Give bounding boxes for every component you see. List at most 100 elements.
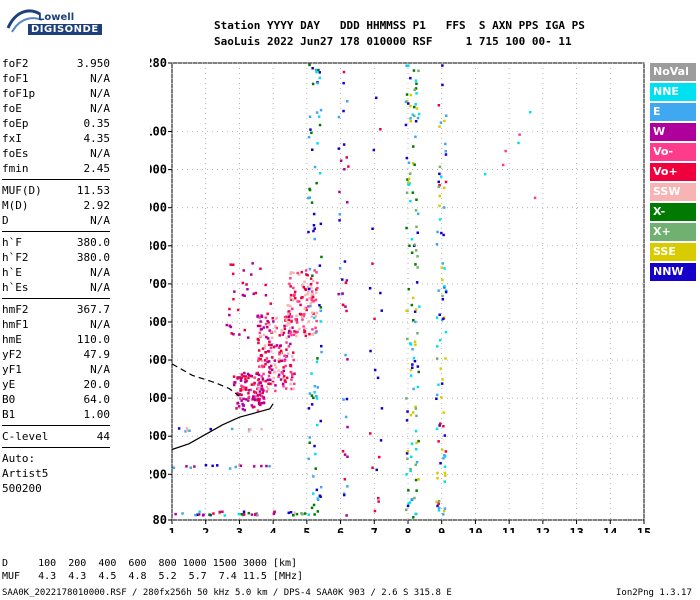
- echo-point: [253, 395, 257, 398]
- param-value: 20.0: [83, 378, 111, 391]
- echo-point: [306, 292, 309, 296]
- echo-point: [264, 362, 267, 366]
- echo-point: [296, 300, 299, 303]
- echo-point: [296, 271, 299, 275]
- echo-point: [249, 388, 252, 392]
- echo-point: [414, 463, 417, 467]
- echo-point: [221, 510, 224, 513]
- echo-point: [310, 372, 313, 375]
- echo-point: [277, 360, 281, 363]
- echo-point: [277, 373, 281, 377]
- echo-point: [193, 465, 196, 468]
- echo-point: [290, 315, 294, 318]
- echo-point: [316, 81, 320, 85]
- echo-point: [315, 181, 318, 185]
- legend-item-nnw: NNW: [650, 263, 696, 281]
- echo-point: [292, 514, 295, 517]
- echo-point: [415, 225, 418, 229]
- echo-point: [309, 128, 312, 131]
- echo-point: [371, 227, 374, 230]
- param-key: MUF(D): [2, 184, 42, 197]
- echo-point: [269, 346, 273, 350]
- echo-point: [282, 375, 286, 378]
- param-row: fmin 2.45: [2, 161, 110, 176]
- echo-point: [225, 323, 229, 327]
- echo-point: [311, 333, 314, 336]
- echo-point: [285, 341, 288, 344]
- ionogram-chart: 1234567891011121314158020030040050060070…: [150, 58, 650, 533]
- echo-point: [343, 168, 346, 171]
- param-row: h`Es N/A: [2, 280, 110, 295]
- echo-point: [250, 273, 253, 276]
- echo-point: [261, 391, 264, 394]
- echo-point: [307, 135, 311, 139]
- echo-point: [379, 439, 383, 442]
- echo-point: [346, 100, 349, 103]
- echo-point: [407, 177, 411, 180]
- echo-point: [411, 363, 414, 366]
- echo-point: [342, 143, 346, 146]
- echo-point: [242, 404, 245, 407]
- echo-point: [436, 477, 439, 480]
- echo-point: [279, 378, 283, 381]
- echo-point: [441, 64, 444, 67]
- echo-point: [307, 305, 310, 308]
- param-row: D N/A: [2, 213, 110, 228]
- echo-point: [228, 324, 232, 328]
- echo-point: [303, 312, 306, 316]
- echo-point: [242, 385, 245, 389]
- echo-point: [414, 320, 417, 324]
- version-label: Ion2Png 1.3.17: [616, 588, 692, 598]
- echo-point: [413, 105, 416, 109]
- echo-point: [309, 277, 313, 280]
- echo-point: [314, 331, 318, 334]
- echo-point: [261, 365, 264, 369]
- echo-point: [292, 351, 295, 354]
- echo-point: [442, 457, 445, 460]
- echo-point: [416, 266, 419, 269]
- echo-point: [254, 391, 258, 394]
- echo-point: [233, 290, 236, 293]
- echo-point: [345, 156, 348, 159]
- echo-point: [533, 196, 537, 200]
- echo-point: [315, 394, 318, 398]
- echo-point: [185, 427, 189, 430]
- param-value: 11.53: [76, 184, 110, 197]
- echo-point: [268, 323, 271, 326]
- echo-point: [181, 512, 184, 515]
- echo-point: [238, 333, 241, 336]
- echo-point: [290, 271, 293, 274]
- echo-point: [239, 389, 242, 392]
- echo-point: [302, 286, 305, 289]
- echo-point: [285, 324, 289, 327]
- echo-point: [257, 393, 260, 397]
- echo-point: [444, 357, 447, 360]
- legend-item-x: X-: [650, 203, 696, 221]
- param-row: yE 20.0: [2, 377, 110, 392]
- echo-point: [260, 327, 263, 331]
- y-tick-label: 200: [150, 467, 167, 481]
- echo-point: [308, 187, 311, 191]
- param-row: yF1 N/A: [2, 362, 110, 377]
- param-separator: [2, 298, 110, 299]
- echo-point: [310, 315, 314, 318]
- echo-point: [281, 382, 285, 386]
- echo-point: [416, 365, 420, 368]
- echo-point: [259, 387, 262, 390]
- echo-point: [313, 316, 316, 320]
- echo-point: [315, 488, 319, 492]
- echo-point: [444, 142, 447, 146]
- echo-point: [438, 204, 441, 208]
- echo-point: [439, 462, 442, 465]
- echo-point: [442, 509, 446, 513]
- echo-point: [405, 508, 408, 512]
- echo-point: [259, 267, 262, 270]
- param-row: foEs N/A: [2, 146, 110, 161]
- echo-point: [411, 296, 415, 300]
- param-row: fxI 4.35: [2, 131, 110, 146]
- echo-point: [263, 346, 267, 350]
- echo-point: [318, 71, 321, 74]
- echo-point: [412, 69, 416, 72]
- echo-point: [443, 471, 447, 475]
- echo-point: [435, 393, 439, 397]
